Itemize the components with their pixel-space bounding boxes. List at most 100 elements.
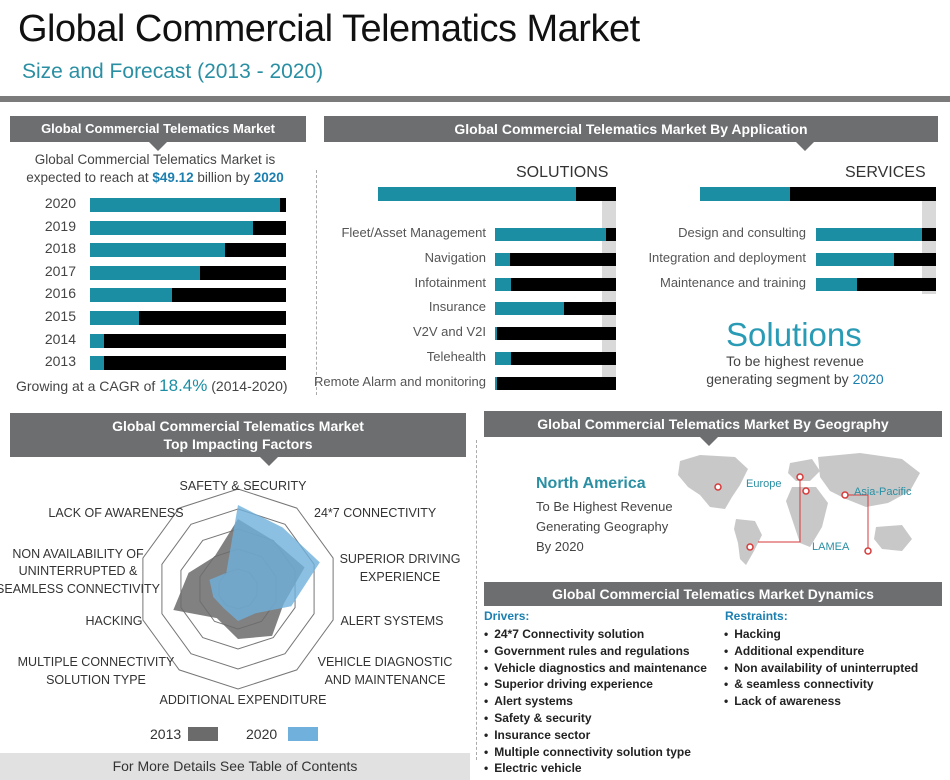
- map-leader-lamea: [758, 483, 801, 543]
- map-marker-asia: [841, 491, 849, 499]
- geo-region-name: North America: [536, 475, 646, 492]
- radar-axis-label-9-0: LACK OF AWARENESS: [48, 506, 183, 520]
- driver-item: Multiple connectivity solution type: [484, 744, 707, 761]
- geo-description-line2: Generating Geography: [536, 519, 669, 534]
- solutions-label-navigation: Navigation: [424, 249, 486, 265]
- year-bar-2018: [90, 243, 286, 258]
- map-africa: [786, 487, 828, 547]
- radar-axis-label-8-2: SEAMLESS CONNECTIVITY: [0, 582, 161, 596]
- legend-2020-label: 2020: [246, 726, 277, 742]
- market-size-heading-arrow: [149, 142, 167, 151]
- map-marker-europe-2: [802, 487, 810, 495]
- solutions-label-fleet-asset-management: Fleet/Asset Management: [341, 225, 486, 240]
- year-bar-fill-2014: [90, 333, 104, 348]
- cagr-suffix: (2014-2020): [207, 378, 288, 394]
- map-marker-south-america: [746, 543, 754, 551]
- factors-heading-line2: Top Impacting Factors: [163, 436, 313, 452]
- solutions-bar-fill-navigation: [495, 252, 510, 266]
- solutions-bar-fill-telehealth: [495, 352, 511, 365]
- highlight-title: Solutions: [726, 316, 862, 353]
- solutions-label-v2v-and-v2i: V2V and V2I: [413, 324, 486, 340]
- services-label-design-and-consulting: Design and consulting: [678, 225, 806, 240]
- solutions-bar-fill-infotainment: [495, 277, 511, 291]
- year-label-2020: 2020: [44, 195, 76, 211]
- market-intro-line2: expected to reach at $49.12 billion by 2…: [0, 170, 310, 185]
- radar-axis-label-5-0: ADDITIONAL EXPENDITURE: [160, 693, 327, 707]
- drivers-label: Drivers:: [484, 609, 530, 623]
- map-label-asia-pacific: Asia-Pacific: [854, 486, 912, 498]
- solutions-label-telehealth: Telehealth: [426, 349, 486, 364]
- panel-divider-dotted: [316, 170, 317, 395]
- services-bar-maintenance-and-training: [816, 277, 936, 291]
- factors-heading-arrow: [260, 457, 278, 466]
- solutions-bar-fill-remote-alarm-and-monitoring: [495, 376, 498, 390]
- map-marker-north-america: [714, 483, 722, 491]
- map-north-america: [678, 455, 748, 509]
- map-south-america: [734, 519, 762, 565]
- map-marker-australia: [864, 547, 872, 555]
- restraint-item: Hacking: [724, 626, 918, 643]
- map-label-europe: Europe: [746, 478, 781, 490]
- cagr-line: Growing at a CAGR of 18.4% (2014-2020): [16, 376, 288, 396]
- market-value: $49.12: [152, 170, 194, 185]
- year-bar-fill-2015: [90, 311, 139, 325]
- services-bar-fill-integration-and-deployment: [816, 252, 894, 266]
- year-bar-fill-2018: [90, 243, 226, 258]
- solutions-bar-navigation: [495, 252, 616, 266]
- services-bar-fill-design-and-consulting: [816, 228, 922, 241]
- driver-item: Vehicle diagnostics and maintenance: [484, 660, 707, 677]
- map-australia: [874, 525, 912, 551]
- radar-series-2020: [209, 505, 320, 621]
- highlight-line1: To be highest revenue: [726, 353, 864, 369]
- solutions-total-bar: [378, 187, 616, 201]
- header-divider: [0, 96, 950, 102]
- cagr-value: 18.4%: [159, 376, 208, 395]
- legend-2013-swatch: [188, 727, 218, 741]
- driver-item: Insurance sector: [484, 727, 707, 744]
- year-bar-fill-2019: [90, 220, 253, 235]
- factors-heading-line1: Global Commercial Telematics Market: [112, 418, 364, 434]
- solutions-label: SOLUTIONS: [516, 164, 609, 181]
- year-bar-fill-2020: [90, 198, 281, 212]
- solutions-label-insurance: Insurance: [428, 299, 486, 315]
- year-label-2019: 2019: [44, 217, 76, 234]
- year-label-2016: 2016: [44, 285, 76, 302]
- year-bar-fill-2016: [90, 288, 173, 303]
- services-label-maintenance-and-training: Maintenance and training: [660, 274, 806, 290]
- application-bar-charts: Fleet/Asset Management Navigation Infotain…: [314, 187, 936, 390]
- services-bar-design-and-consulting: [816, 228, 936, 241]
- radar-grid-ring-5: [142, 488, 334, 690]
- market-size-heading: Global Commercial Telematics Market: [10, 116, 306, 142]
- map-marker-europe: [796, 473, 804, 481]
- radar-axis-label-2-0: SUPERIOR DRIVING: [340, 552, 461, 566]
- solutions-label-infotainment: Infotainment: [414, 274, 486, 290]
- solutions-bar-fill-fleet-asset-management: [495, 228, 607, 241]
- services-grey-strip: [922, 196, 936, 294]
- highlight-year: 2020: [852, 371, 884, 387]
- restraints-list: HackingAdditional expenditureNon availab…: [724, 626, 918, 710]
- drivers-list: 24*7 Connectivity solutionGovernment rul…: [484, 626, 707, 777]
- services-label: SERVICES: [845, 164, 926, 181]
- year-label-2013: 2013: [44, 353, 76, 370]
- radar-chart: SAFETY & SECURITY 24*7 CONNECTIVITY SUPERI…: [0, 479, 461, 742]
- market-intro-prefix: expected to reach at: [26, 170, 153, 185]
- year-label-2014: 2014: [44, 330, 76, 347]
- geography-heading: Global Commercial Telematics Market By G…: [484, 411, 942, 437]
- solutions-bar-v2v-and-v2i: [495, 327, 616, 341]
- solutions-label-remote-alarm-and-monitoring: Remote Alarm and monitoring: [314, 373, 486, 389]
- map-asia: [818, 453, 920, 507]
- radar-axis-label-1-0: 24*7 CONNECTIVITY: [314, 506, 437, 520]
- market-size-bar-chart: 2020 2019 2018 2017 2016 2015 2014 2013: [0, 0, 310, 380]
- factors-heading: Global Commercial Telematics Market Top …: [10, 413, 466, 457]
- highlight-line2: generating segment by 2020: [690, 371, 900, 387]
- page-title: Global Commercial Telematics Market: [18, 8, 640, 50]
- year-label-2017: 2017: [44, 262, 76, 279]
- application-heading-arrow: [796, 142, 814, 151]
- services-total-bar: [700, 187, 936, 201]
- footer-bar[interactable]: For More Details See Table of Contents: [0, 753, 470, 780]
- driver-item: Safety & security: [484, 710, 707, 727]
- radar-axis-label-4-0: VEHICLE DIAGNOSTIC: [318, 655, 453, 669]
- geo-description-line3: By 2020: [536, 539, 584, 554]
- legend-2020-swatch: [288, 727, 318, 741]
- map-europe: [788, 459, 820, 481]
